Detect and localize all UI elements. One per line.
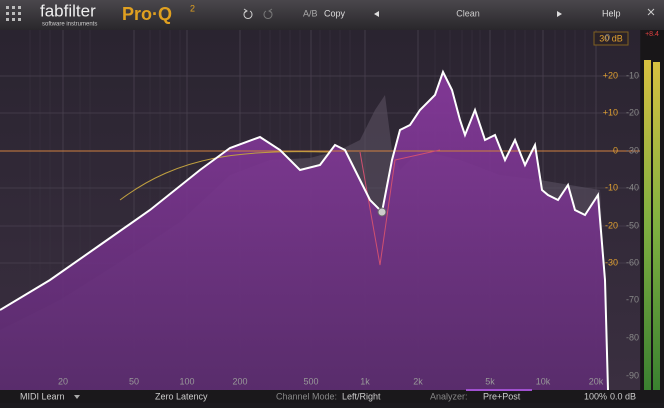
analyzer-label: -10 [626,70,639,80]
range-box[interactable] [593,31,629,46]
frequency-label: 50 [129,376,139,386]
analyzer-label: -80 [626,332,639,342]
product: Pro·Q [122,4,172,24]
analyzer-label: 0 [605,32,610,42]
peak-level: +8.4 [645,31,659,38]
analyzer-label: -20 [626,107,639,117]
zoom[interactable]: 100% [584,391,607,401]
gain-label: -30 [605,257,618,267]
frequency-label: 20k [589,376,604,386]
latency[interactable]: Zero Latency [155,391,208,401]
help-button[interactable]: Help [602,8,621,18]
preset-name[interactable]: Clean [456,8,480,18]
analyzer-label: -90 [626,370,639,380]
analyzer-label: -70 [626,294,639,304]
gain-label: -20 [605,220,618,230]
frequency-label: 10k [536,376,551,386]
analyzer-indicator [466,389,532,391]
frequency-label: 200 [232,376,247,386]
band-curve [119,151,331,201]
undo-button[interactable] [243,8,253,19]
midi-learn[interactable]: MIDI Learn [20,391,65,401]
close-button[interactable] [647,8,655,16]
copy-button[interactable]: Copy [324,8,346,18]
analyzer-label: -60 [626,257,639,267]
analyzer-label: -30 [626,145,639,155]
prev-preset[interactable] [374,11,379,17]
analyzer-label: -40 [626,182,639,192]
frequency-label: 500 [303,376,318,386]
analyzer-label: -50 [626,220,639,230]
frequency-label: 2k [413,376,423,386]
footer-bar [0,390,664,403]
analyzer-mode[interactable]: Pre+Post [483,391,521,401]
brand-sub: software instruments [42,22,97,28]
gain-label: +10 [603,107,618,117]
band-curve [359,149,441,266]
logo-icon [6,6,21,21]
channel-mode[interactable]: Left/Right [342,391,381,401]
frequency-label: 20 [58,376,68,386]
redo-button[interactable] [263,8,273,19]
midi-menu[interactable] [74,395,80,399]
meter-right [653,62,660,390]
meter-left [644,60,651,390]
gain-label: -10 [605,182,618,192]
band-node[interactable] [377,207,387,217]
header-bar [0,0,664,30]
scale-labels: 20 50 100 200 500 1k 2k 5k 10k 20k +20 +10 0 -10 -20 -3… [58,32,639,386]
brand: fabfilter [40,1,96,20]
next-preset[interactable] [557,11,562,17]
range[interactable]: 30 dB [599,33,623,43]
frequency-label: 1k [360,376,370,386]
gain-label: 0 [613,145,618,155]
output-gain[interactable]: 0.0 dB [610,391,636,401]
product-version: 2 [190,3,195,13]
eq-curve [0,69,609,391]
frequency-label: 100 [179,376,194,386]
ab-button[interactable]: A/B [303,8,318,18]
analyzer-label: Analyzer: [430,391,468,401]
channel-mode-label: Channel Mode: [276,391,337,401]
frequency-label: 5k [485,376,495,386]
gain-label: +20 [603,70,618,80]
